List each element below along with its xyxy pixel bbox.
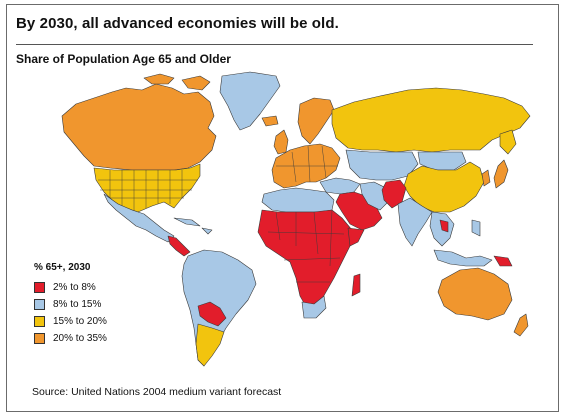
region-russia <box>331 87 531 153</box>
africa-borders <box>267 209 345 283</box>
region-korea <box>481 169 491 187</box>
legend-label: 20% to 35% <box>53 333 107 344</box>
world-map <box>61 71 531 367</box>
region-australia <box>437 267 513 321</box>
legend-swatch <box>34 316 45 327</box>
region-south-africa <box>301 295 327 319</box>
region-philippines <box>471 219 481 237</box>
legend-item-low: 2% to 8% <box>34 279 107 296</box>
region-laos-cambodia <box>439 219 449 233</box>
region-scandinavia <box>297 97 335 145</box>
legend-swatch <box>34 299 45 310</box>
region-kamchatka <box>499 129 517 155</box>
region-caribbean <box>173 217 213 235</box>
region-madagascar <box>351 273 361 297</box>
title-divider <box>16 44 533 45</box>
legend-item-highest: 20% to 35% <box>34 330 107 347</box>
legend-label: 15% to 20% <box>53 316 107 327</box>
region-greenland <box>219 71 281 131</box>
source-note: Source: United Nations 2004 medium varia… <box>32 386 282 398</box>
figure-title: By 2030, all advanced economies will be … <box>16 15 339 32</box>
figure-subtitle: Share of Population Age 65 and Older <box>16 52 231 66</box>
legend: % 65+, 2030 2% to 8% 8% to 15% 15% to 20… <box>34 262 107 347</box>
us-state-borders <box>98 170 198 212</box>
region-horn-of-africa <box>347 227 365 247</box>
region-central-america <box>167 235 191 257</box>
region-iceland <box>261 115 279 127</box>
legend-title: % 65+, 2030 <box>34 262 91 273</box>
region-uk <box>273 129 289 155</box>
legend-label: 8% to 15% <box>53 299 102 310</box>
region-canada-islands <box>143 73 211 91</box>
region-bolivia-paraguay <box>197 301 227 327</box>
region-china <box>403 161 485 213</box>
legend-swatch <box>34 333 45 344</box>
region-mexico <box>103 193 175 243</box>
region-subsaharan-africa <box>257 209 353 311</box>
region-india <box>397 197 433 247</box>
legend-item-medium: 8% to 15% <box>34 296 107 313</box>
legend-swatch <box>34 282 45 293</box>
region-indonesia <box>433 249 493 267</box>
region-mongolia <box>417 151 467 171</box>
region-afghanistan-pakistan <box>381 179 407 209</box>
region-argentina-chile <box>195 323 225 367</box>
region-north-africa <box>261 187 335 213</box>
region-turkey <box>319 177 361 195</box>
region-png <box>493 255 513 267</box>
region-iran <box>359 181 389 211</box>
legend-label: 2% to 8% <box>53 282 96 293</box>
region-canada <box>61 83 217 171</box>
europe-borders <box>276 145 338 183</box>
legend-item-high: 15% to 20% <box>34 313 107 330</box>
region-new-zealand <box>513 313 529 337</box>
region-japan <box>493 159 509 189</box>
